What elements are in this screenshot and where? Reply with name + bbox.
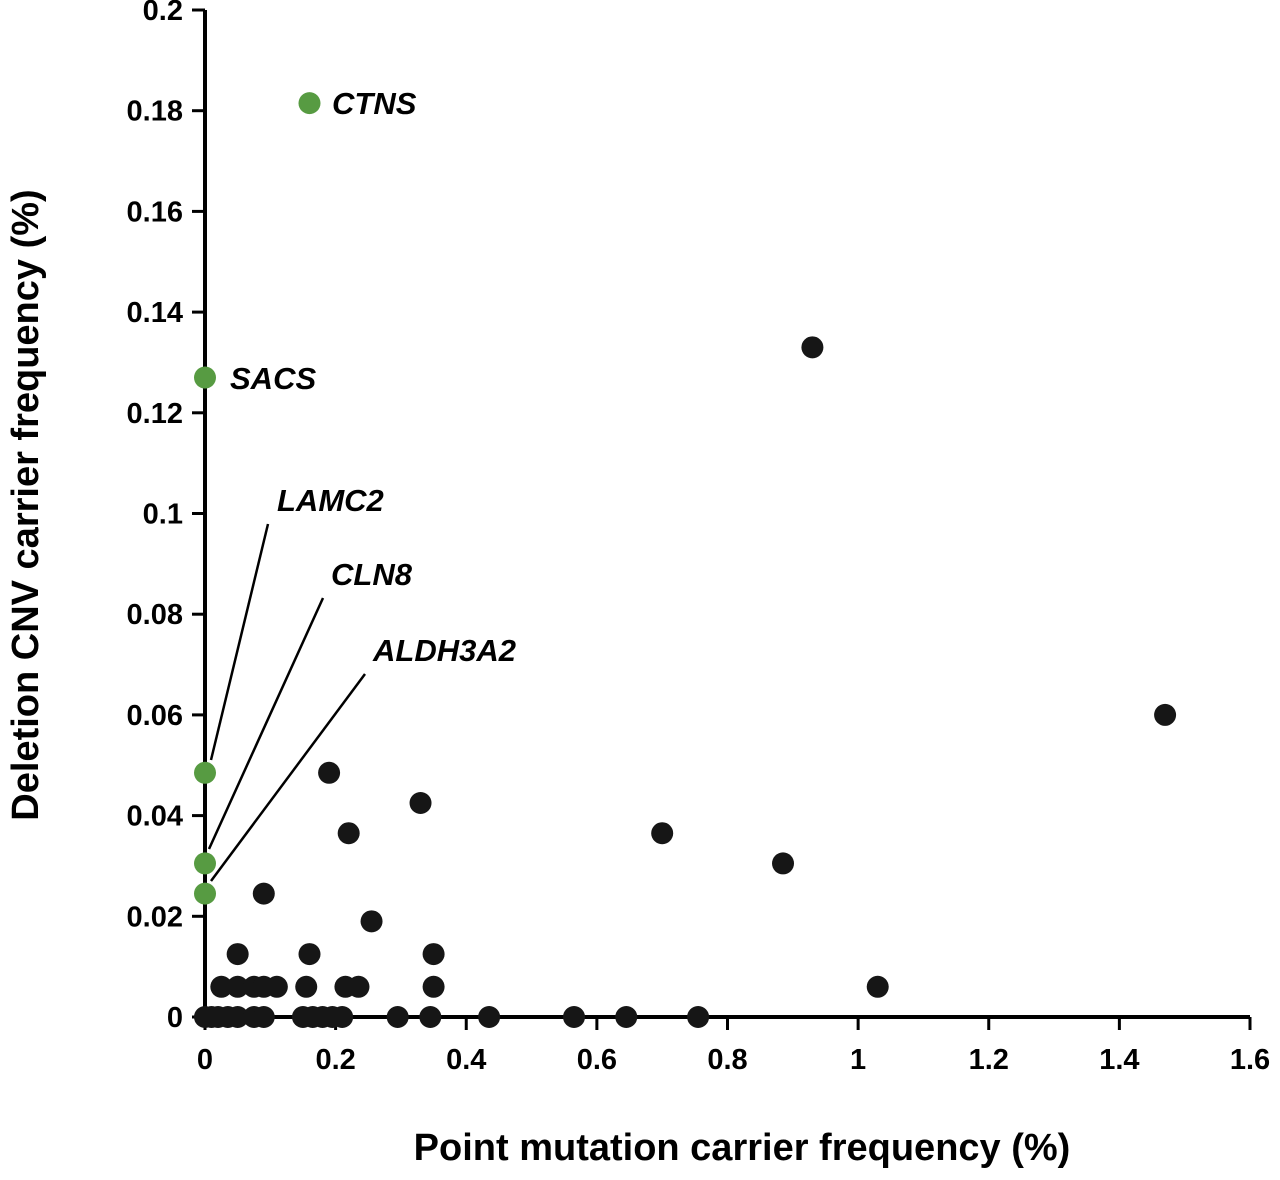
data-point (478, 1006, 501, 1028)
y-tick-label: 0.04 (127, 801, 183, 833)
y-axis-title: Deletion CNV carrier frequency (%) (5, 189, 47, 820)
y-tick-label: 0.06 (127, 700, 183, 732)
data-point (347, 975, 370, 998)
leader-line (209, 673, 367, 882)
data-point (265, 975, 288, 998)
x-tick-label: 1.4 (1099, 1044, 1139, 1076)
data-point (360, 910, 383, 933)
data-point (866, 975, 889, 998)
gene-point (298, 92, 321, 115)
data-point (226, 943, 249, 966)
x-tick-label: 0.8 (707, 1044, 747, 1076)
x-axis-title: Point mutation carrier frequency (%) (414, 1127, 1071, 1169)
data-point (386, 1006, 409, 1028)
x-tick-label: 1 (850, 1044, 866, 1076)
axes (192, 8, 1252, 1030)
data-point (801, 336, 824, 359)
gene-point (194, 366, 216, 389)
gene-labels: CTNS SACS LAMC2 CLN8 ALDH3A2 (230, 86, 516, 668)
gene-label: LAMC2 (277, 483, 384, 518)
data-point (252, 882, 275, 905)
leader-line (207, 597, 325, 850)
data-point (210, 975, 233, 998)
data-point (252, 1006, 275, 1028)
data-point (422, 975, 445, 998)
data-point (563, 1006, 586, 1028)
data-point (331, 1006, 354, 1028)
x-tick-label: 1.6 (1230, 1044, 1270, 1076)
black-data-points (194, 336, 1177, 1028)
data-point (615, 1006, 638, 1028)
x-tick-label: 0.4 (446, 1044, 486, 1076)
y-tick-label: 0.18 (127, 96, 183, 128)
y-tick-label: 0.02 (127, 901, 183, 933)
x-tick-label: 0 (197, 1044, 213, 1076)
data-point (226, 1006, 249, 1028)
data-point (298, 943, 321, 966)
gene-label: CTNS (332, 86, 417, 121)
gene-point (194, 882, 216, 905)
green-data-points (194, 92, 321, 905)
gene-label: CLN8 (331, 557, 413, 592)
y-tick-label: 0.16 (127, 196, 183, 228)
tick-labels: 0 0.02 0.04 0.06 0.08 0.1 0.12 0.14 0.16 0.18 0.2 0… (127, 0, 1271, 1076)
leader-line (209, 523, 270, 761)
data-point (687, 1006, 710, 1028)
gene-label: ALDH3A2 (372, 633, 516, 668)
data-point (1154, 703, 1177, 726)
gene-label: SACS (230, 361, 316, 396)
data-point (422, 943, 445, 966)
data-point (409, 792, 432, 815)
y-tick-label: 0.08 (127, 599, 183, 631)
data-point (318, 761, 341, 784)
y-tick-label: 0.2 (143, 0, 183, 27)
data-point (337, 822, 360, 845)
y-tick-label: 0.12 (127, 398, 183, 430)
leader-lines (207, 523, 367, 882)
y-tick-label: 0 (167, 1002, 183, 1034)
data-point (772, 852, 795, 875)
y-tick-label: 0.1 (143, 499, 183, 531)
data-point (651, 822, 674, 845)
x-tick-label: 0.2 (315, 1044, 355, 1076)
data-point (295, 975, 318, 998)
data-point (419, 1006, 442, 1028)
gene-point (194, 761, 216, 784)
data-point (226, 975, 249, 998)
x-tick-label: 1.2 (969, 1044, 1009, 1076)
y-tick-label: 0.14 (127, 297, 183, 329)
gene-point (194, 852, 216, 875)
x-tick-label: 0.6 (577, 1044, 617, 1076)
